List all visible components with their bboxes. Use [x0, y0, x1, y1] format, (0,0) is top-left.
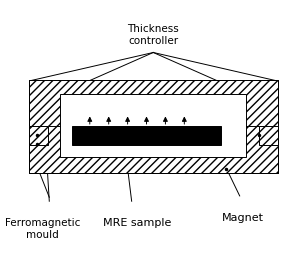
Bar: [29, 80, 277, 173]
Text: Ferromagnetic
mould: Ferromagnetic mould: [5, 218, 80, 240]
Bar: [60, 94, 247, 158]
Text: MRE sample: MRE sample: [103, 218, 171, 229]
Bar: [72, 125, 221, 146]
Bar: [29, 125, 277, 173]
Text: Magnet: Magnet: [221, 213, 263, 223]
Bar: [29, 80, 277, 128]
Bar: [259, 125, 277, 146]
Bar: [29, 125, 48, 146]
Text: Thickness
controller: Thickness controller: [127, 24, 179, 46]
